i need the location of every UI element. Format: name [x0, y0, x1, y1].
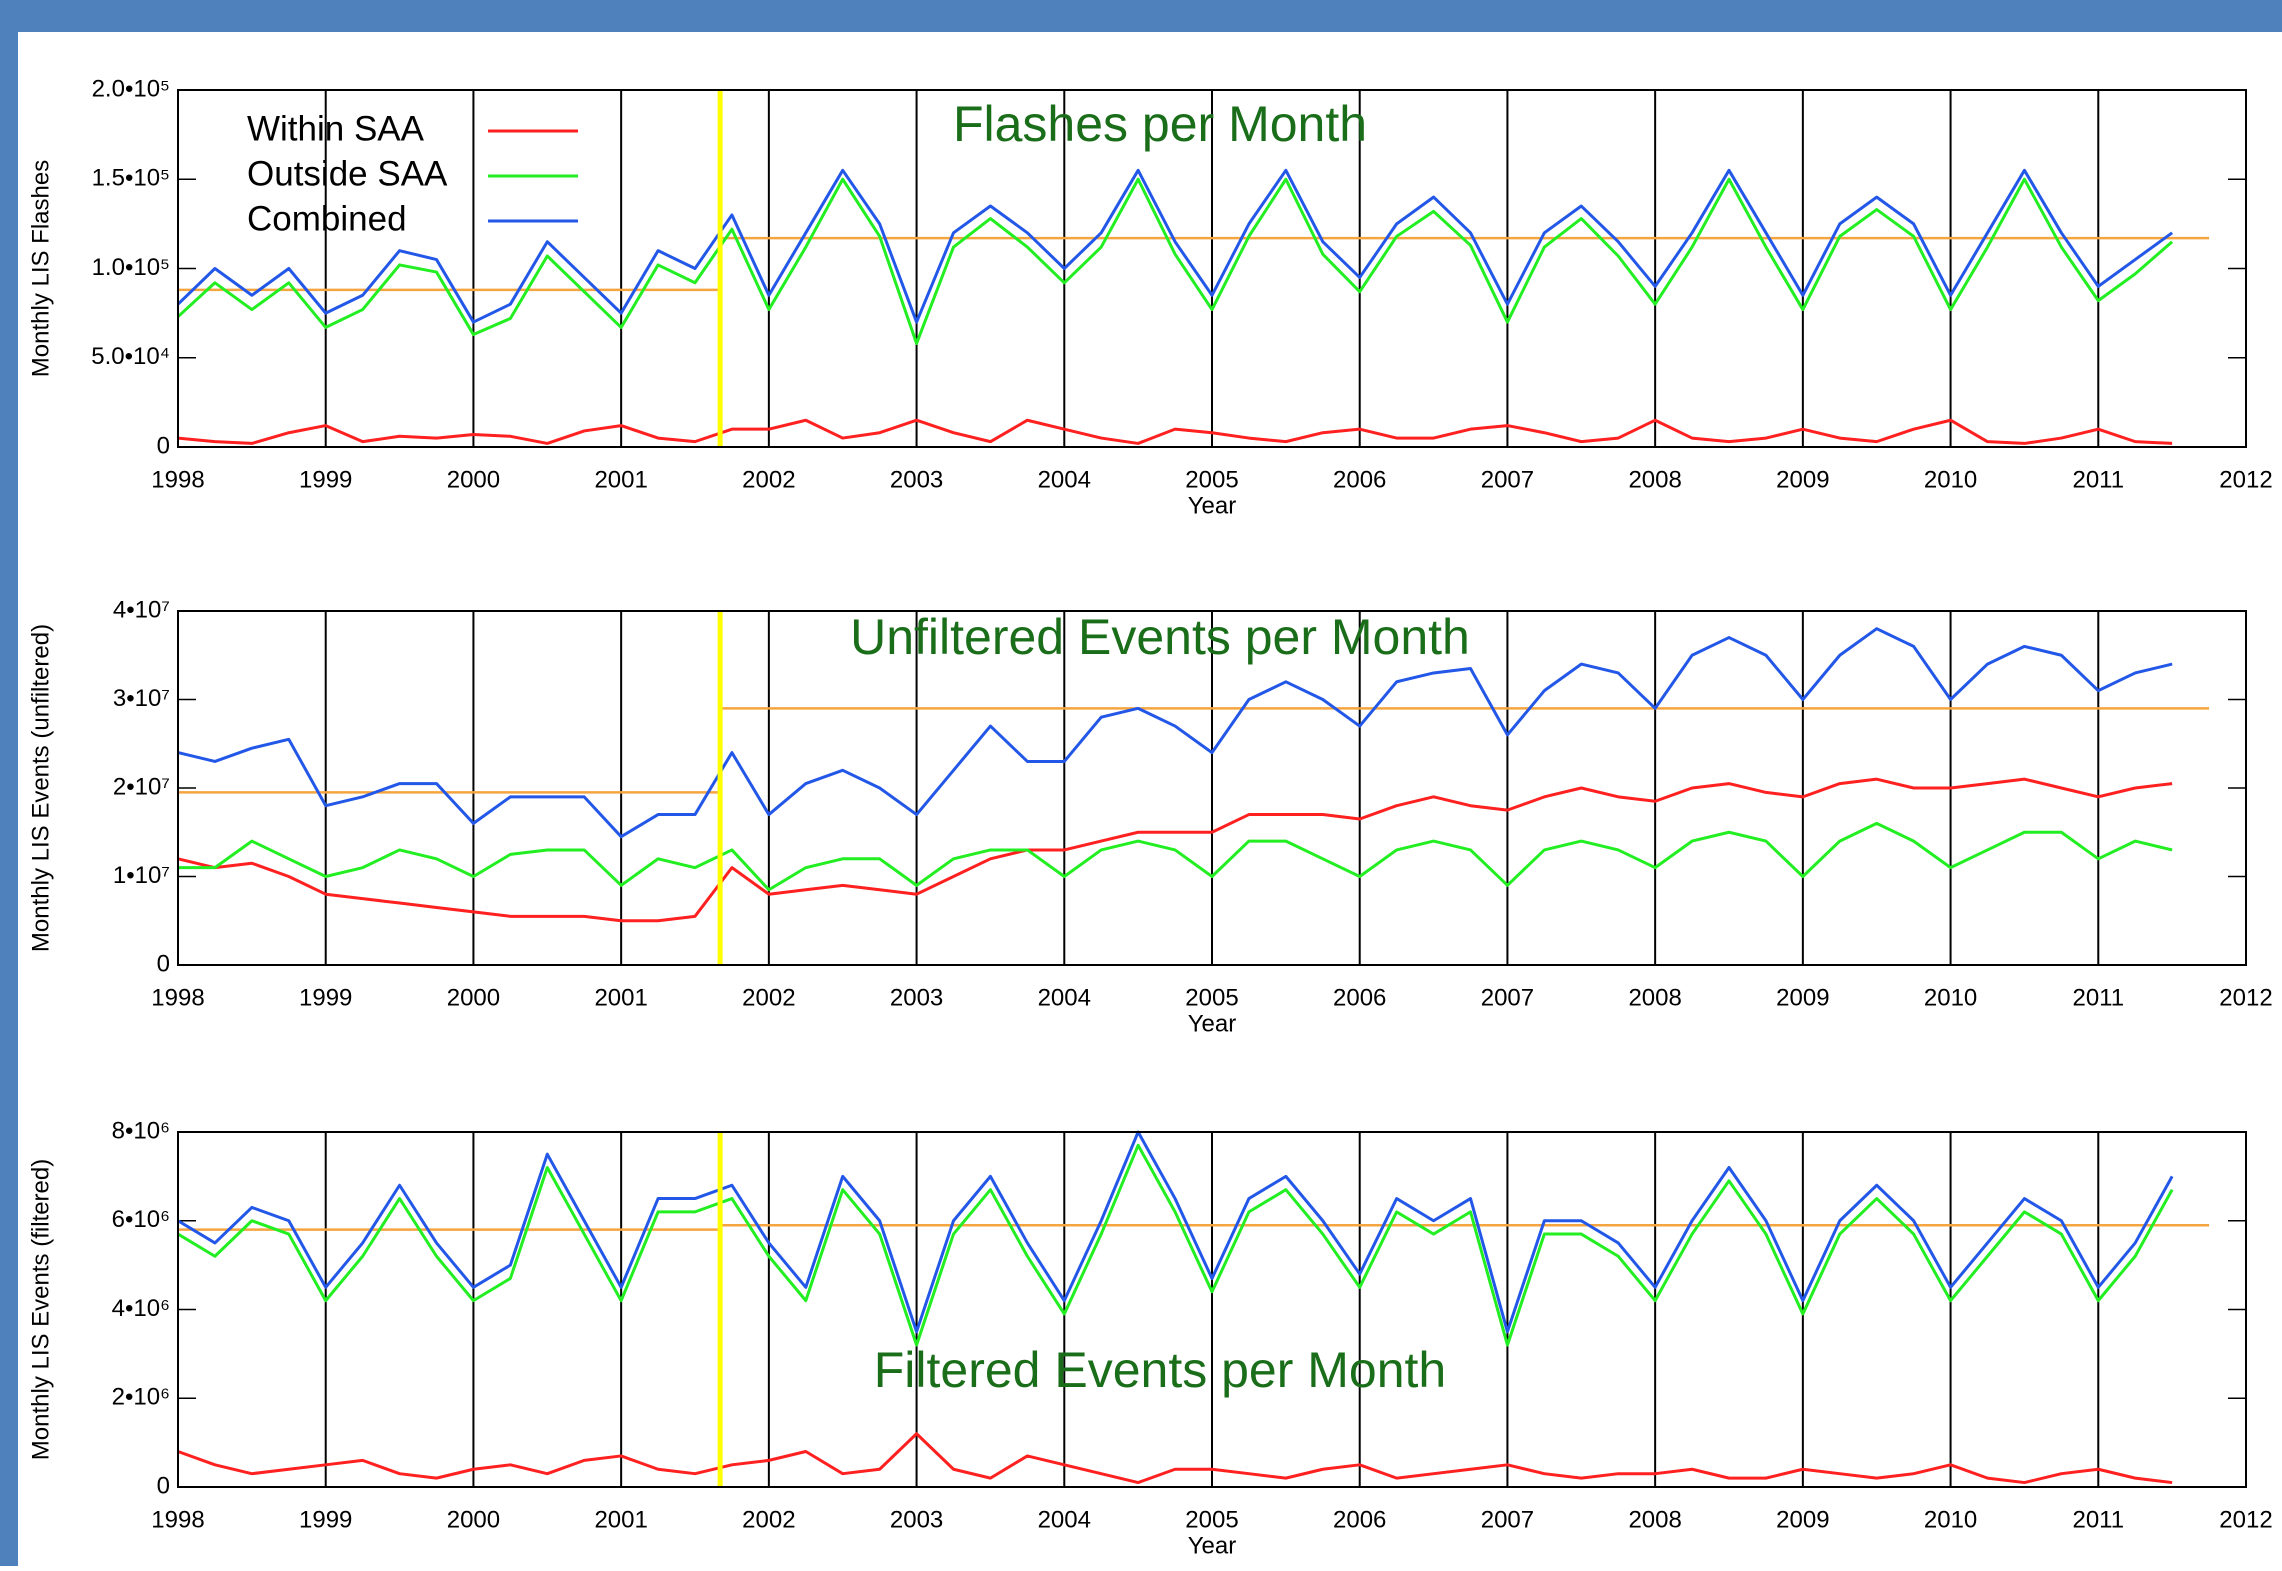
x-tick-label: 2002: [742, 1506, 795, 1533]
y-tick-label: 3•10⁷: [113, 685, 170, 712]
y-tick-label: 2.0•10⁵: [92, 75, 170, 102]
chart-title: Unfiltered Events per Month: [850, 609, 1470, 665]
x-tick-label: 2006: [1333, 466, 1386, 493]
x-tick-label: 1998: [151, 984, 204, 1011]
y-tick-label: 1.0•10⁵: [92, 254, 170, 281]
y-tick-label: 5.0•10⁴: [91, 343, 170, 370]
x-tick-label: 2001: [594, 984, 647, 1011]
series-line: [177, 418, 2173, 445]
y-tick-label: 2•10⁶: [112, 1384, 170, 1411]
y-axis-label: Monthly LIS Events (filtered): [27, 1159, 54, 1460]
x-tick-label: 1999: [299, 466, 352, 493]
x-tick-label: 2010: [1924, 1506, 1977, 1533]
panel-background: [18, 32, 2282, 1566]
x-tick-label: 2004: [1038, 1506, 1091, 1533]
x-tick-label: 2005: [1185, 984, 1238, 1011]
x-tick-label: 1998: [151, 466, 204, 493]
legend-label: Combined: [247, 199, 407, 238]
x-tick-label: 2009: [1776, 466, 1829, 493]
x-tick-label: 2012: [2219, 984, 2272, 1011]
x-tick-label: 2003: [890, 1506, 943, 1533]
series-line: [176, 168, 2174, 324]
x-tick-label: 2010: [1924, 984, 1977, 1011]
x-tick-label: 2008: [1628, 1506, 1681, 1533]
y-tick-label: 0: [157, 950, 170, 977]
series-line: [177, 1432, 2173, 1485]
x-tick-label: 2000: [447, 1506, 500, 1533]
x-tick-label: 2006: [1333, 1506, 1386, 1533]
x-tick-label: 2005: [1185, 1506, 1238, 1533]
series-line: [177, 627, 2173, 839]
y-axis-label: Monthly LIS Flashes: [27, 160, 54, 377]
series-line: [177, 1143, 2174, 1347]
x-tick-label: 2009: [1776, 1506, 1829, 1533]
x-tick-label: 1998: [151, 1506, 204, 1533]
chart-title: Filtered Events per Month: [874, 1342, 1447, 1398]
y-tick-label: 8•10⁶: [112, 1117, 170, 1144]
x-tick-label: 1999: [299, 1506, 352, 1533]
x-tick-label: 2004: [1038, 984, 1091, 1011]
x-tick-label: 2011: [2072, 984, 2124, 1011]
y-tick-label: 4•10⁶: [112, 1295, 170, 1322]
x-tick-label: 2008: [1628, 466, 1681, 493]
series-line: [177, 777, 2173, 923]
legend-label: Within SAA: [247, 109, 425, 148]
x-tick-label: 2001: [594, 1506, 647, 1533]
chart-title: Flashes per Month: [953, 96, 1367, 152]
x-tick-label: 2001: [594, 466, 647, 493]
plot-frame: [177, 610, 2247, 966]
x-tick-label: 1999: [299, 984, 352, 1011]
x-axis-label: Year: [1188, 1532, 1237, 1559]
x-tick-label: 2003: [890, 984, 943, 1011]
x-tick-label: 2007: [1481, 1506, 1534, 1533]
x-tick-label: 2012: [2219, 1506, 2272, 1533]
x-tick-label: 2012: [2219, 466, 2272, 493]
x-tick-label: 2005: [1185, 466, 1238, 493]
y-tick-label: 6•10⁶: [112, 1206, 170, 1233]
x-tick-label: 2006: [1333, 984, 1386, 1011]
series-line: [176, 177, 2174, 345]
y-tick-label: 2•10⁷: [113, 773, 170, 800]
x-tick-label: 2002: [742, 466, 795, 493]
x-tick-label: 2004: [1038, 466, 1091, 493]
x-tick-label: 2007: [1481, 466, 1534, 493]
x-axis-label: Year: [1188, 1010, 1237, 1037]
y-tick-label: 0: [157, 432, 170, 459]
x-tick-label: 2002: [742, 984, 795, 1011]
series-line: [177, 1130, 2174, 1334]
x-tick-label: 2007: [1481, 984, 1534, 1011]
y-tick-label: 0: [157, 1472, 170, 1499]
series-line: [178, 821, 2173, 892]
x-tick-label: 2000: [447, 984, 500, 1011]
y-tick-label: 1.5•10⁵: [92, 165, 170, 192]
x-tick-label: 2009: [1776, 984, 1829, 1011]
x-axis-label: Year: [1188, 492, 1237, 519]
plot-frame: [177, 1131, 2247, 1488]
y-tick-label: 1•10⁷: [113, 862, 170, 889]
x-tick-label: 2003: [890, 466, 943, 493]
x-tick-label: 2008: [1628, 984, 1681, 1011]
plot-frame: [177, 89, 2247, 448]
x-tick-label: 2010: [1924, 466, 1977, 493]
x-tick-label: 2000: [447, 466, 500, 493]
x-tick-label: 2011: [2072, 1506, 2124, 1533]
y-tick-label: 4•10⁷: [113, 596, 170, 623]
legend-label: Outside SAA: [247, 154, 448, 193]
x-tick-label: 2011: [2072, 466, 2124, 493]
y-axis-label: Monthly LIS Events (unfiltered): [27, 624, 54, 952]
